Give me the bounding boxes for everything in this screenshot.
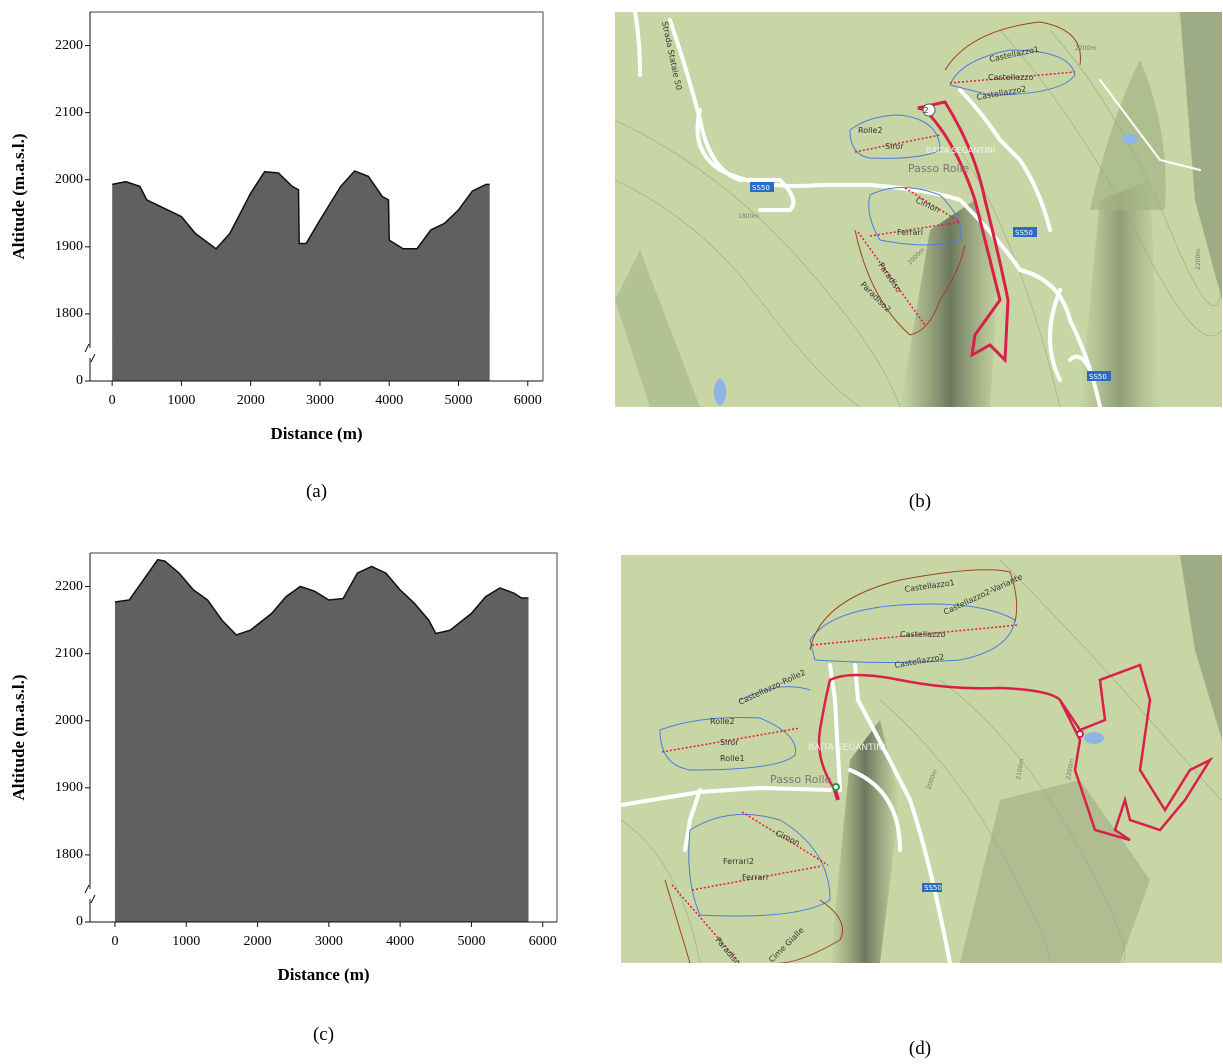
map-label: SS50 xyxy=(1015,229,1033,237)
y-tick-label: 2100 xyxy=(55,105,83,120)
y-tick-label: 2200 xyxy=(55,38,83,53)
x-tick-label: 5000 xyxy=(444,393,472,408)
y-axis-label: Altitude (m.a.s.l.) xyxy=(9,674,28,800)
map-label: SS50 xyxy=(924,884,942,892)
x-tick-label: 1000 xyxy=(172,934,200,949)
y-axis-label: Altitude (m.a.s.l.) xyxy=(9,133,28,259)
map-label: Rolle1 xyxy=(720,754,745,763)
lake xyxy=(1084,732,1104,744)
map-label: Siror xyxy=(720,738,739,747)
y-tick-label: 0 xyxy=(76,914,83,929)
caption: (c) xyxy=(313,1024,334,1045)
y-tick-label: 2000 xyxy=(55,172,83,187)
y-tick-label: 2200 xyxy=(55,579,83,594)
y-tick-label: 1900 xyxy=(55,239,83,254)
map-label: Rolle2 xyxy=(858,126,883,135)
x-axis-label: Distance (m) xyxy=(270,424,362,443)
y-tick-label: 0 xyxy=(76,373,83,388)
x-axis-label: Distance (m) xyxy=(277,965,369,984)
x-tick-label: 4000 xyxy=(375,393,403,408)
y-tick-label: 2100 xyxy=(55,646,83,661)
area xyxy=(115,560,529,922)
y-tick-label: 1900 xyxy=(55,780,83,795)
x-tick-label: 0 xyxy=(109,393,116,408)
x-tick-label: 5000 xyxy=(457,934,485,949)
map-label: Castellazzo xyxy=(988,73,1033,82)
marker-label: 2 xyxy=(923,106,928,115)
caption: (d) xyxy=(909,1038,931,1059)
lake xyxy=(714,379,726,405)
map-label: SS50 xyxy=(752,184,770,192)
x-tick-label: 3000 xyxy=(315,934,343,949)
map-label: Ferrari xyxy=(897,228,923,237)
map-label: 1800m xyxy=(738,213,759,220)
map-label: SS50 xyxy=(1089,373,1107,381)
marker xyxy=(1077,731,1083,737)
map-label: Passo Rolle xyxy=(770,773,832,786)
marker xyxy=(833,784,839,790)
caption: (a) xyxy=(306,481,327,502)
map-label: Ferrari2 xyxy=(723,857,754,866)
map-label: BAITA SEGANTINI xyxy=(926,146,995,155)
map-b: Strada Statale 50 Castellazzo1 Castellaz… xyxy=(615,12,1222,407)
y-tick-label: 1800 xyxy=(55,306,83,321)
map-label: 2200m xyxy=(1075,45,1096,52)
x-tick-label: 4000 xyxy=(386,934,414,949)
x-tick-label: 1000 xyxy=(167,393,195,408)
x-tick-label: 0 xyxy=(111,934,118,949)
x-tick-label: 6000 xyxy=(529,934,557,949)
x-tick-label: 2000 xyxy=(244,934,272,949)
map-label: Passo Rolle xyxy=(908,162,970,175)
map-d: Castellazzo1 Castellazzo2-Variante Caste… xyxy=(621,555,1222,967)
page: Strada Statale 50 Castellazzo1 Castellaz… xyxy=(0,0,1223,1064)
area xyxy=(112,171,490,381)
caption: (b) xyxy=(909,491,931,512)
map-label: 2200m xyxy=(1195,249,1202,270)
x-tick-label: 3000 xyxy=(306,393,334,408)
y-tick-label: 1800 xyxy=(55,847,83,862)
x-tick-label: 6000 xyxy=(514,393,542,408)
figure: Strada Statale 50 Castellazzo1 Castellaz… xyxy=(0,0,1223,1064)
map-label: BAITA SEGANTINI xyxy=(808,743,886,753)
map-label: Siror xyxy=(885,142,904,151)
x-tick-label: 2000 xyxy=(237,393,265,408)
map-label: Castellazzo xyxy=(900,630,945,639)
map-label: Rolle2 xyxy=(710,717,735,726)
y-tick-label: 2000 xyxy=(55,713,83,728)
map-label: Ferrari xyxy=(742,873,768,882)
lake xyxy=(1122,134,1138,144)
